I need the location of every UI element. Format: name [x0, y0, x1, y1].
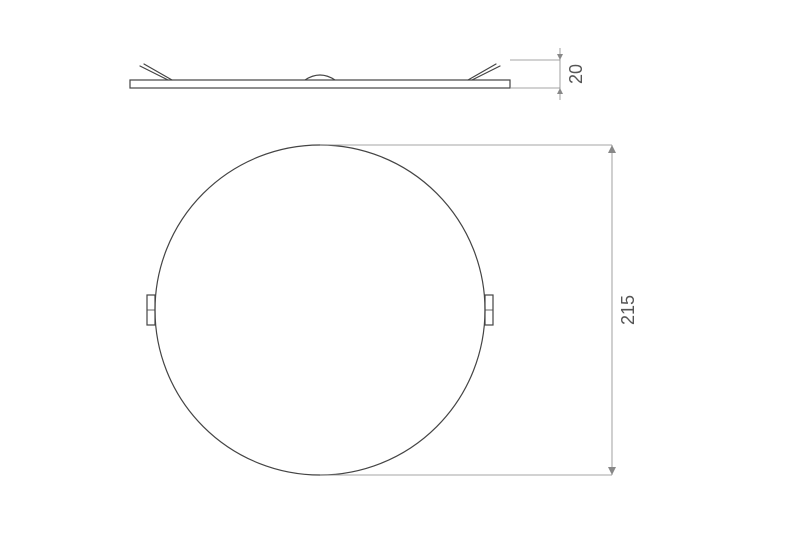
technical-drawing: 20 215: [0, 0, 800, 533]
dim-diameter-label: 215: [618, 295, 638, 325]
dim-height-label: 20: [566, 64, 586, 84]
